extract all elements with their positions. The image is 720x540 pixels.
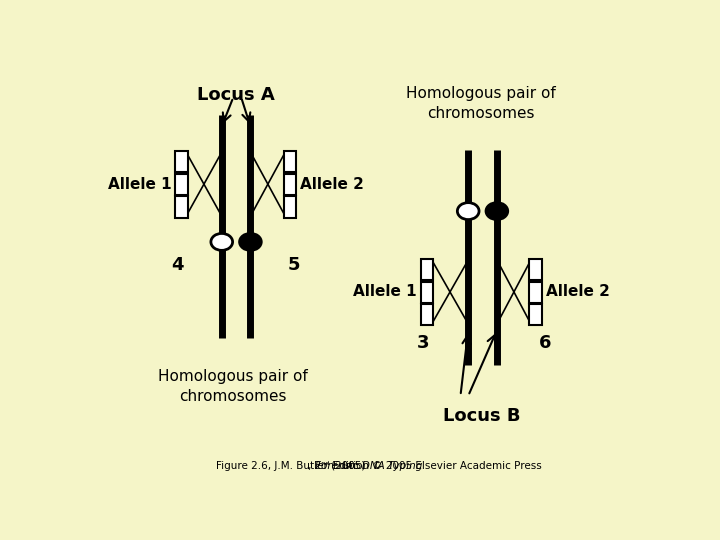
Text: Locus B: Locus B (443, 408, 520, 426)
Bar (529, 282, 542, 303)
Text: Forensic DNA Typing: Forensic DNA Typing (315, 461, 423, 470)
Bar (175, 151, 188, 172)
Text: Figure 2.6, J.M. Butler (2005): Figure 2.6, J.M. Butler (2005) (217, 461, 369, 470)
Ellipse shape (486, 202, 508, 220)
Text: Allele 2: Allele 2 (300, 177, 364, 192)
Text: 4: 4 (171, 256, 184, 274)
Text: 6: 6 (539, 334, 552, 352)
Bar (421, 303, 433, 326)
Text: 3: 3 (417, 334, 430, 352)
Ellipse shape (211, 233, 233, 251)
Ellipse shape (240, 233, 261, 251)
Bar (284, 196, 296, 218)
Bar (421, 282, 433, 303)
Text: Homologous pair of
chromosomes: Homologous pair of chromosomes (158, 369, 308, 404)
Text: 5: 5 (287, 256, 300, 274)
Bar (529, 303, 542, 326)
Text: Allele 2: Allele 2 (546, 285, 610, 300)
Ellipse shape (457, 202, 479, 220)
Bar (421, 259, 433, 280)
Bar (175, 174, 188, 195)
Bar (529, 259, 542, 280)
Text: , 2ⁿᵈ Edition © 2005 Elsevier Academic Press: , 2ⁿᵈ Edition © 2005 Elsevier Academic P… (308, 461, 541, 470)
Text: Homologous pair of
chromosomes: Homologous pair of chromosomes (407, 86, 557, 121)
Bar (284, 174, 296, 195)
Text: Allele 1: Allele 1 (108, 177, 171, 192)
Text: Allele 1: Allele 1 (354, 285, 417, 300)
Text: Locus A: Locus A (197, 86, 274, 104)
Bar (175, 196, 188, 218)
Bar (284, 151, 296, 172)
